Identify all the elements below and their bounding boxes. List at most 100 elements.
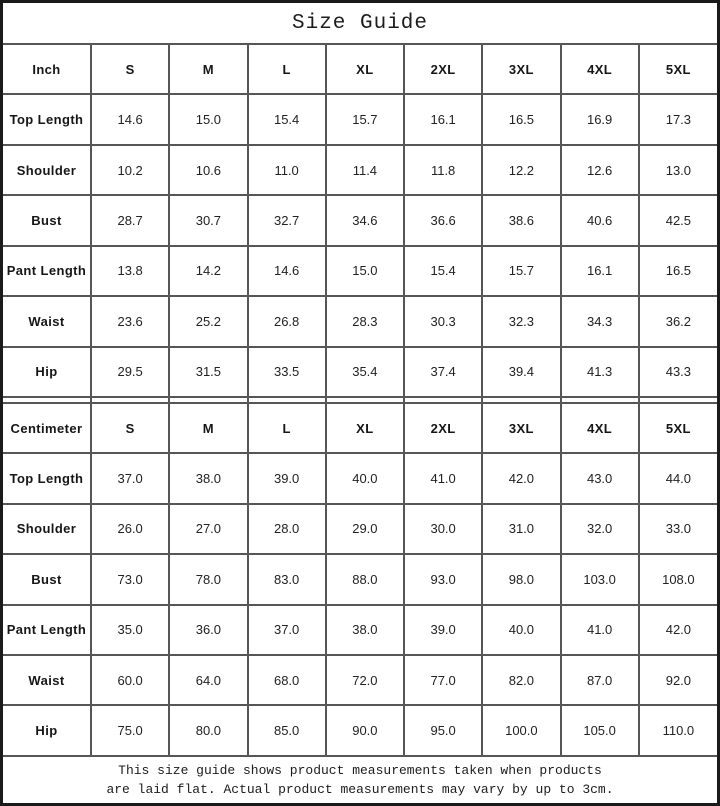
row-label-cell: Bust (3, 553, 92, 606)
size-value-cell: 98.0 (481, 553, 562, 606)
size-value-cell: 42.0 (637, 603, 717, 656)
footer-note-line1: This size guide shows product measuremen… (118, 762, 602, 778)
size-value-cell: 40.6 (559, 194, 640, 247)
size-header-cell: M (168, 401, 249, 455)
size-value-cell: 88.0 (324, 553, 406, 606)
spacer-cell (324, 395, 406, 404)
size-value-cell: 16.1 (559, 244, 640, 298)
size-value-cell: 87.0 (559, 653, 640, 707)
measurement-row: Waist 60.0 64.0 68.0 72.0 77.0 82.0 87.0 92.0 (3, 653, 717, 707)
footer-note-line2: are laid flat. Actual product measuremen… (106, 782, 614, 797)
size-value-cell: 36.2 (637, 295, 717, 348)
spacer-row (3, 395, 717, 404)
size-value-cell: 14.2 (168, 244, 249, 298)
size-value-cell: 11.8 (402, 143, 484, 197)
measurement-row: Shoulder 10.2 10.6 11.0 11.4 11.8 12.2 12.6 13.0 (3, 143, 717, 197)
size-value-cell: 10.6 (168, 143, 249, 197)
measurement-row: Bust 28.7 30.7 32.7 34.6 36.6 38.6 40.6 42.5 (3, 194, 717, 247)
size-value-cell: 13.8 (89, 244, 171, 298)
size-value-cell: 29.0 (324, 502, 406, 556)
size-value-cell: 75.0 (89, 704, 171, 757)
size-value-cell: 105.0 (559, 704, 640, 757)
size-value-cell: 37.0 (89, 452, 171, 505)
size-value-cell: 103.0 (559, 553, 640, 606)
size-value-cell: 15.0 (324, 244, 406, 298)
size-header-cell: 3XL (481, 401, 562, 455)
size-value-cell: 26.8 (246, 295, 327, 348)
size-value-cell: 38.0 (324, 603, 406, 656)
size-value-cell: 43.0 (559, 452, 640, 505)
unit-label-cell: Centimeter (3, 401, 92, 455)
size-value-cell: 11.4 (324, 143, 406, 197)
size-value-cell: 68.0 (246, 653, 327, 707)
size-value-cell: 27.0 (168, 502, 249, 556)
size-value-cell: 43.3 (637, 345, 717, 398)
size-value-cell: 108.0 (637, 553, 717, 606)
measurement-row: Hip 29.5 31.5 33.5 35.4 37.4 39.4 41.3 43.3 (3, 345, 717, 398)
size-value-cell: 16.9 (559, 93, 640, 146)
row-label-cell: Waist (3, 653, 92, 707)
spacer-cell (637, 395, 717, 404)
size-value-cell: 44.0 (637, 452, 717, 505)
size-value-cell: 95.0 (402, 704, 484, 757)
measurement-row: Shoulder 26.0 27.0 28.0 29.0 30.0 31.0 32.0 33.0 (3, 502, 717, 556)
size-value-cell: 32.3 (481, 295, 562, 348)
size-value-cell: 38.0 (168, 452, 249, 505)
row-label-cell: Hip (3, 704, 92, 757)
size-value-cell: 82.0 (481, 653, 562, 707)
spacer-cell (481, 395, 562, 404)
size-header-row: Centimeter S M L XL 2XL 3XL 4XL 5XL (3, 401, 717, 455)
size-value-cell: 73.0 (89, 553, 171, 606)
size-value-cell: 39.0 (246, 452, 327, 505)
size-value-cell: 15.7 (481, 244, 562, 298)
size-value-cell: 32.7 (246, 194, 327, 247)
size-value-cell: 31.5 (168, 345, 249, 398)
size-value-cell: 36.6 (402, 194, 484, 247)
size-value-cell: 41.3 (559, 345, 640, 398)
size-value-cell: 78.0 (168, 553, 249, 606)
spacer-cell (168, 395, 249, 404)
size-value-cell: 12.2 (481, 143, 562, 197)
size-value-cell: 33.0 (637, 502, 717, 556)
size-value-cell: 40.0 (324, 452, 406, 505)
size-value-cell: 33.5 (246, 345, 327, 398)
size-value-cell: 17.3 (637, 93, 717, 146)
size-value-cell: 36.0 (168, 603, 249, 656)
size-value-cell: 32.0 (559, 502, 640, 556)
size-value-cell: 15.4 (402, 244, 484, 298)
measurement-row: Pant Length 13.8 14.2 14.6 15.0 15.4 15.7 16.1 1… (3, 244, 717, 298)
size-header-cell: S (89, 401, 171, 455)
size-header-cell: L (246, 42, 327, 96)
size-value-cell: 16.1 (402, 93, 484, 146)
size-header-cell: 4XL (559, 42, 640, 96)
size-value-cell: 30.0 (402, 502, 484, 556)
size-header-cell: 4XL (559, 401, 640, 455)
size-header-cell: XL (324, 401, 406, 455)
size-value-cell: 41.0 (402, 452, 484, 505)
size-table: Inch S M L XL 2XL 3XL 4XL 5XL Top Length 14.6 15.0 1… (3, 42, 717, 757)
spacer-cell (3, 395, 92, 404)
size-header-cell: XL (324, 42, 406, 96)
size-value-cell: 83.0 (246, 553, 327, 606)
size-value-cell: 15.4 (246, 93, 327, 146)
size-value-cell: 42.5 (637, 194, 717, 247)
size-value-cell: 35.4 (324, 345, 406, 398)
unit-label-cell: Inch (3, 42, 92, 96)
size-header-cell: L (246, 401, 327, 455)
spacer-cell (89, 395, 171, 404)
size-header-cell: 5XL (637, 401, 717, 455)
size-value-cell: 28.0 (246, 502, 327, 556)
size-value-cell: 29.5 (89, 345, 171, 398)
size-value-cell: 39.4 (481, 345, 562, 398)
size-value-cell: 30.7 (168, 194, 249, 247)
spacer-cell (559, 395, 640, 404)
size-header-cell: 2XL (402, 42, 484, 96)
row-label-cell: Shoulder (3, 502, 92, 556)
size-value-cell: 14.6 (89, 93, 171, 146)
size-value-cell: 92.0 (637, 653, 717, 707)
size-value-cell: 34.6 (324, 194, 406, 247)
measurement-row: Pant Length 35.0 36.0 37.0 38.0 39.0 40.0 41.0 4… (3, 603, 717, 656)
size-value-cell: 28.7 (89, 194, 171, 247)
size-value-cell: 34.3 (559, 295, 640, 348)
